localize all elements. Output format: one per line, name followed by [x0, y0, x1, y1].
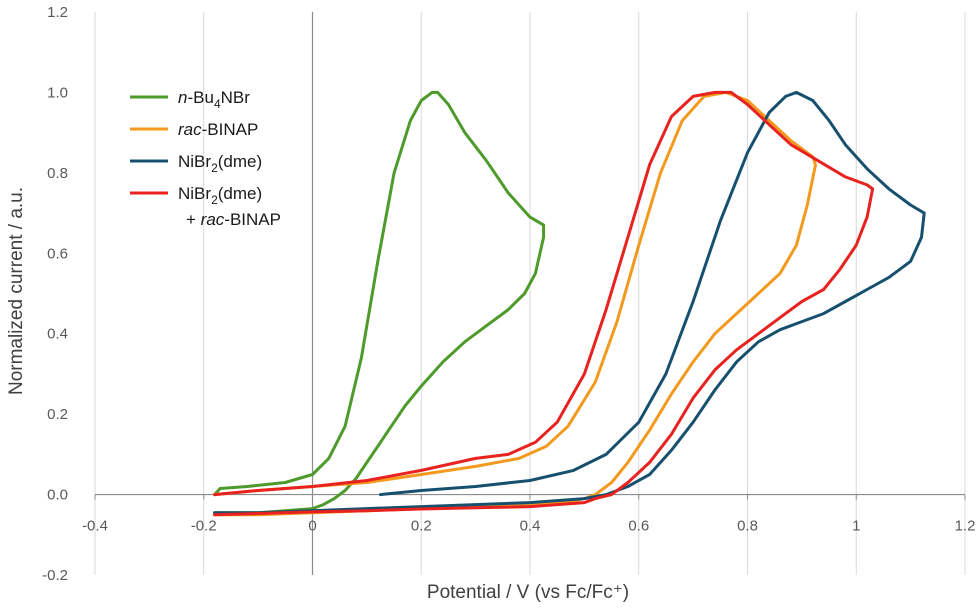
y-tick-label: 0.8 — [47, 165, 68, 182]
x-tick-labels: -0.4 -0.2 0 0.2 0.4 0.6 0.8 1 1.2 — [82, 518, 975, 535]
x-axis-title: Potential / V (vs Fc/Fc⁺) — [427, 582, 629, 603]
series-line-3 — [213, 90, 926, 515]
legend-label: rac-BINAP — [178, 120, 258, 139]
legend-label: NiBr2(dme) — [178, 184, 262, 207]
y-tick-label: 1.2 — [47, 4, 68, 21]
x-tick-label: 0.6 — [628, 518, 649, 535]
legend-label-line2: + rac-BINAP — [186, 210, 281, 229]
axes — [94, 12, 966, 575]
x-tick-label: 1.2 — [955, 518, 976, 535]
x-tick-label: 1 — [852, 518, 860, 535]
plot-area — [213, 90, 926, 517]
x-tick-label: -0.2 — [191, 518, 217, 535]
y-tick-label: 0.2 — [47, 406, 68, 423]
series-line-4 — [213, 90, 875, 517]
y-axis-title: Normalized current / a.u. — [6, 187, 27, 395]
legend-label: n-Bu4NBr — [178, 88, 250, 111]
legend: n-Bu4NBr rac-BINAP NiBr2(dme) NiBr2(dme) + r… — [130, 88, 281, 229]
y-tick-labels: -0.2 0.0 0.2 0.4 0.6 0.8 1.0 1.2 — [42, 4, 68, 584]
y-tick-label: 0.0 — [47, 487, 68, 504]
y-tick-label: -0.2 — [42, 567, 68, 584]
y-tick-label: 1.0 — [47, 84, 68, 101]
x-tick-label: 0.2 — [411, 518, 432, 535]
x-tick-label: 0 — [308, 518, 316, 535]
series-line-1 — [213, 90, 546, 515]
x-tick-label: 0.4 — [520, 518, 541, 535]
x-tick-label: -0.4 — [82, 518, 108, 535]
y-tick-label: 0.6 — [47, 245, 68, 262]
legend-label: NiBr2(dme) — [178, 152, 262, 175]
y-tick-label: 0.4 — [47, 326, 68, 343]
x-tick-label: 0.8 — [737, 518, 758, 535]
